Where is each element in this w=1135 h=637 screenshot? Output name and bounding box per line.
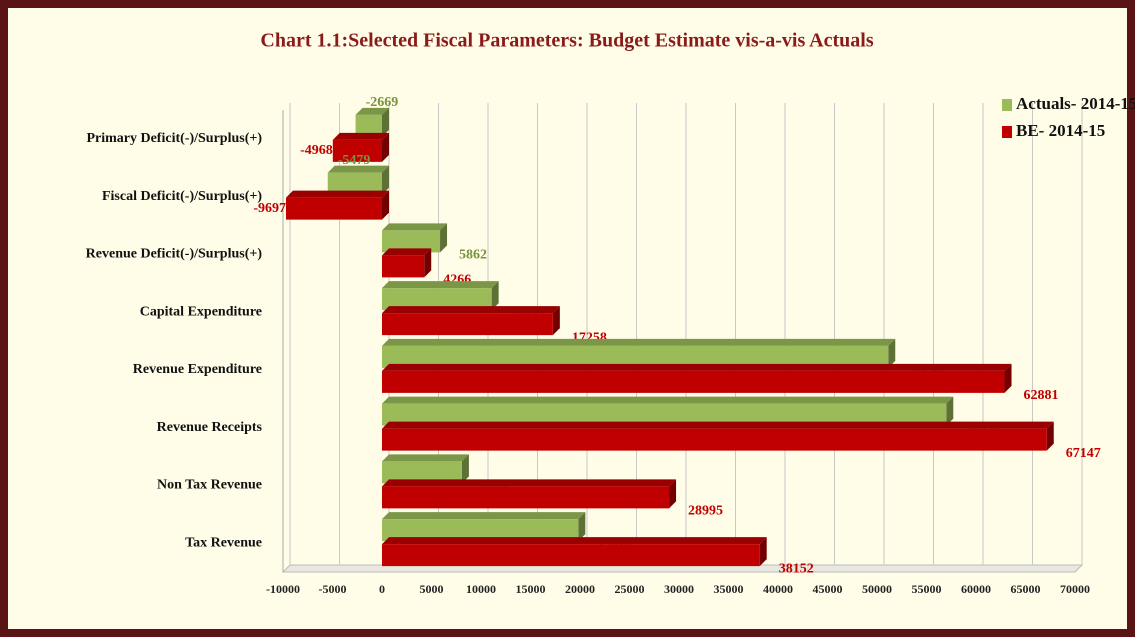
bar-side — [461, 454, 469, 484]
bar-top — [285, 190, 389, 198]
bar-side — [440, 223, 448, 253]
bar-side — [888, 338, 896, 368]
data-label: 62881 — [1024, 388, 1059, 403]
bar-top — [382, 363, 1012, 371]
bar — [382, 486, 670, 509]
bar-top — [355, 107, 389, 115]
data-label: -9697 — [253, 201, 286, 216]
x-tick-label: 25000 — [615, 582, 645, 596]
bar — [382, 230, 441, 253]
bar-top — [382, 479, 677, 487]
x-tick-label: 70000 — [1060, 582, 1090, 596]
x-tick-label: 50000 — [862, 582, 892, 596]
bar — [285, 197, 382, 220]
y-tick-label: Fiscal Deficit(-)/Surplus(+) — [102, 189, 262, 204]
bar-top — [382, 281, 499, 289]
bar-top — [382, 454, 469, 462]
bar-side — [382, 107, 389, 137]
x-tick-label: 30000 — [664, 582, 694, 596]
bar-side — [424, 248, 432, 278]
bar-top — [382, 223, 448, 231]
bar-top — [382, 421, 1054, 429]
x-tick-label: 20000 — [565, 582, 595, 596]
y-tick-label: Tax Revenue — [185, 535, 262, 550]
x-tick-label: -10000 — [266, 582, 300, 596]
data-label: -5479 — [338, 153, 371, 168]
bar-top — [382, 537, 767, 545]
bar-top — [382, 248, 432, 256]
bar-top — [327, 165, 389, 173]
bar — [382, 313, 553, 336]
chart-title: Chart 1.1:Selected Fiscal Parameters: Bu… — [260, 30, 873, 52]
data-label: -2669 — [366, 95, 399, 110]
y-tick-label: Primary Deficit(-)/Surplus(+) — [86, 131, 262, 146]
x-tick-label: 5000 — [420, 582, 444, 596]
data-label: 67147 — [1066, 446, 1101, 461]
bar — [382, 544, 760, 567]
bar-side — [382, 190, 389, 220]
data-label: 5862 — [459, 248, 487, 263]
bar-side — [491, 281, 499, 311]
y-tick-label: Capital Expenditure — [140, 304, 262, 319]
x-tick-label: 10000 — [466, 582, 496, 596]
bar-side — [759, 537, 767, 567]
bar — [382, 461, 462, 484]
bar — [327, 172, 382, 195]
legend-label: BE- 2014-15 — [1016, 121, 1105, 140]
bar-side — [1046, 421, 1054, 451]
bar — [382, 519, 579, 542]
legend-label: Actuals- 2014-15 — [1016, 94, 1135, 113]
bar — [382, 428, 1047, 451]
bar-side — [946, 396, 954, 426]
x-tick-label: 60000 — [961, 582, 991, 596]
bar-top — [382, 306, 560, 314]
bar-side — [1004, 363, 1012, 393]
bar — [382, 345, 889, 368]
x-tick-label: 45000 — [813, 582, 843, 596]
data-label: 28995 — [688, 504, 723, 519]
bar-side — [382, 132, 389, 162]
legend-swatch — [1002, 126, 1012, 138]
bar — [382, 403, 947, 426]
bar — [382, 255, 425, 278]
legend-swatch — [1002, 99, 1012, 111]
y-tick-label: Non Tax Revenue — [157, 478, 262, 493]
y-tick-label: Revenue Expenditure — [133, 362, 262, 377]
bar-side — [669, 479, 677, 509]
y-tick-label: Revenue Receipts — [157, 420, 263, 435]
x-tick-label: 15000 — [516, 582, 546, 596]
bar-top — [382, 396, 954, 404]
bar — [382, 288, 492, 311]
y-tick-label: Revenue Deficit(-)/Surplus(+) — [86, 247, 263, 262]
x-tick-label: 35000 — [714, 582, 744, 596]
bar — [355, 114, 382, 137]
bar-top — [332, 132, 389, 140]
bar-side — [578, 512, 586, 542]
bar — [382, 370, 1005, 393]
x-tick-label: 40000 — [763, 582, 793, 596]
x-tick-label: 55000 — [912, 582, 942, 596]
data-label: 38152 — [779, 561, 814, 576]
x-tick-label: -5000 — [319, 582, 347, 596]
bar-side — [382, 165, 389, 195]
bar-side — [552, 306, 560, 336]
bar — [332, 139, 382, 162]
x-tick-label: 65000 — [1011, 582, 1041, 596]
bar-top — [382, 512, 586, 520]
data-label: -4968 — [300, 143, 333, 158]
bar-top — [382, 338, 896, 346]
x-tick-label: 0 — [379, 582, 385, 596]
